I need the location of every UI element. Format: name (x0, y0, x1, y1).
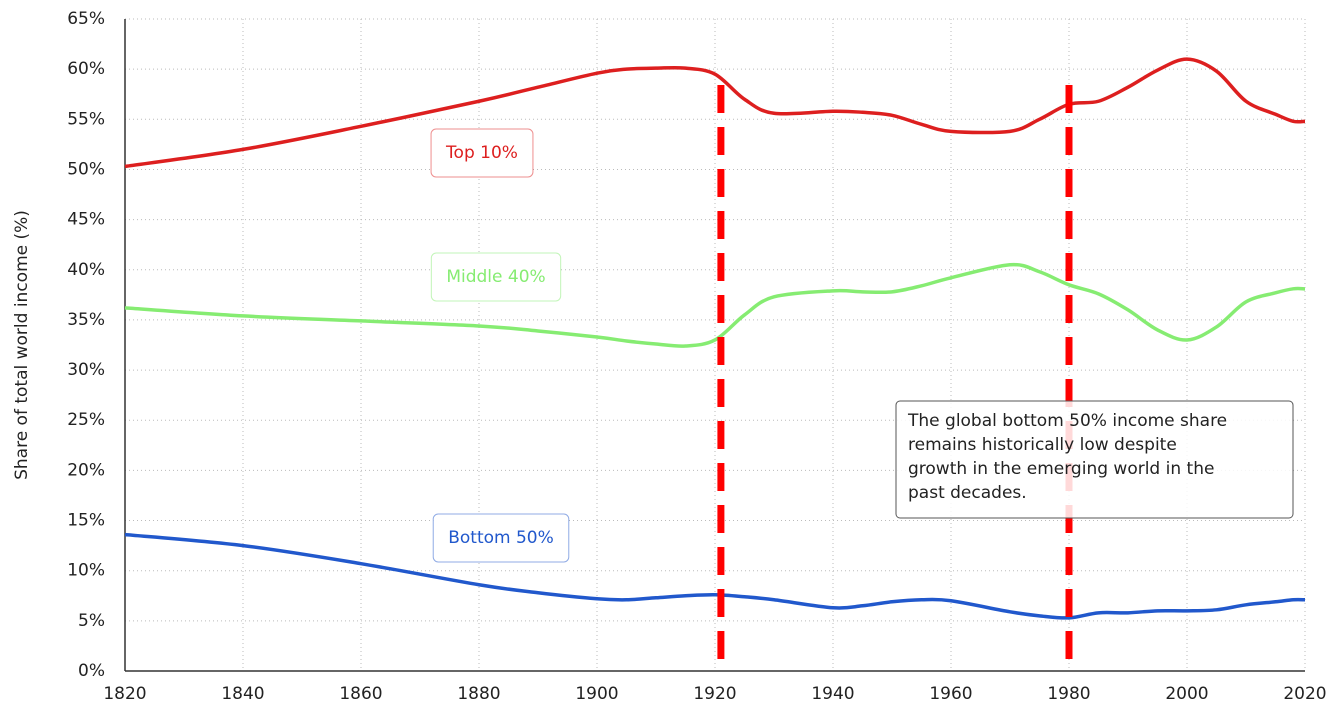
series-label: Middle 40% (430, 252, 562, 302)
series-label-box (430, 128, 534, 178)
x-tick-label: 1860 (339, 684, 382, 704)
series-label: Bottom 50% (432, 513, 570, 563)
x-tick-label: 1900 (575, 684, 618, 704)
x-tick-label: 1960 (929, 684, 972, 704)
series-label: Top 10% (430, 128, 534, 178)
y-tick-label: 60% (67, 59, 105, 79)
y-tick-label: 25% (67, 410, 105, 430)
series-label-text: Middle 40% (446, 267, 545, 287)
y-tick-label: 10% (67, 561, 105, 581)
annotation-text: past decades. (908, 483, 1027, 503)
x-tick-label: 1980 (1047, 684, 1090, 704)
y-tick-label: 5% (78, 611, 105, 631)
annotation-text: The global bottom 50% income share (907, 411, 1227, 431)
series-line (124, 532, 1306, 620)
y-tick-label: 0% (78, 661, 105, 681)
series-label-text: Top 10% (445, 143, 518, 163)
x-tick-label: 2020 (1283, 684, 1326, 704)
x-tick-label: 1820 (103, 684, 146, 704)
y-tick-label: 40% (67, 260, 105, 280)
x-tick-label: 1840 (221, 684, 264, 704)
x-tick-label: 1940 (811, 684, 854, 704)
y-tick-label: 65% (67, 9, 105, 29)
x-tick-label: 2000 (1165, 684, 1208, 704)
series-label-box (432, 513, 570, 563)
y-tick-label: 55% (67, 109, 105, 129)
y-tick-label: 50% (67, 159, 105, 179)
y-tick-label: 30% (67, 360, 105, 380)
y-tick-label: 35% (67, 310, 105, 330)
series-line (124, 57, 1306, 169)
annotation-text: remains historically low despite (908, 435, 1177, 455)
x-tick-label: 1920 (693, 684, 736, 704)
y-axis-label: Share of total world income (%) (12, 210, 32, 480)
annotation-box (895, 400, 1294, 519)
annotation-text: growth in the emerging world in the (908, 459, 1214, 479)
y-tick-label: 15% (67, 511, 105, 531)
x-tick-label: 1880 (457, 684, 500, 704)
series-label-text: Bottom 50% (448, 528, 554, 548)
y-tick-label: 20% (67, 460, 105, 480)
series-label-box (430, 252, 562, 302)
y-tick-label: 45% (67, 210, 105, 230)
series-line (124, 262, 1306, 348)
